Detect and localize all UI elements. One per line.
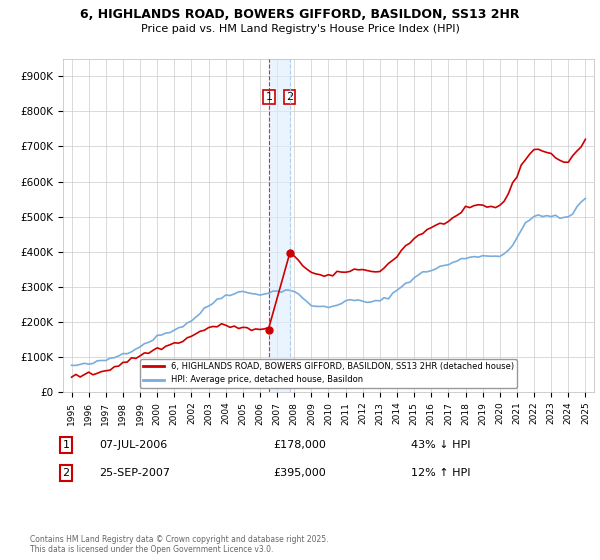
Text: 2: 2: [62, 468, 70, 478]
Text: 43% ↓ HPI: 43% ↓ HPI: [411, 440, 470, 450]
Text: 2: 2: [286, 92, 293, 102]
Text: 1: 1: [265, 92, 272, 102]
Text: £178,000: £178,000: [273, 440, 326, 450]
Text: £395,000: £395,000: [273, 468, 326, 478]
Bar: [269, 59, 290, 392]
Text: 12% ↑ HPI: 12% ↑ HPI: [411, 468, 470, 478]
Legend: 6, HIGHLANDS ROAD, BOWERS GIFFORD, BASILDON, SS13 2HR (detached house), HPI: Ave: 6, HIGHLANDS ROAD, BOWERS GIFFORD, BASIL…: [140, 359, 517, 388]
Text: 1: 1: [62, 440, 70, 450]
Text: Contains HM Land Registry data © Crown copyright and database right 2025.
This d: Contains HM Land Registry data © Crown c…: [30, 535, 329, 554]
Text: Price paid vs. HM Land Registry's House Price Index (HPI): Price paid vs. HM Land Registry's House …: [140, 24, 460, 34]
Text: 07-JUL-2006: 07-JUL-2006: [99, 440, 167, 450]
Text: 25-SEP-2007: 25-SEP-2007: [99, 468, 170, 478]
Text: 6, HIGHLANDS ROAD, BOWERS GIFFORD, BASILDON, SS13 2HR: 6, HIGHLANDS ROAD, BOWERS GIFFORD, BASIL…: [80, 8, 520, 21]
